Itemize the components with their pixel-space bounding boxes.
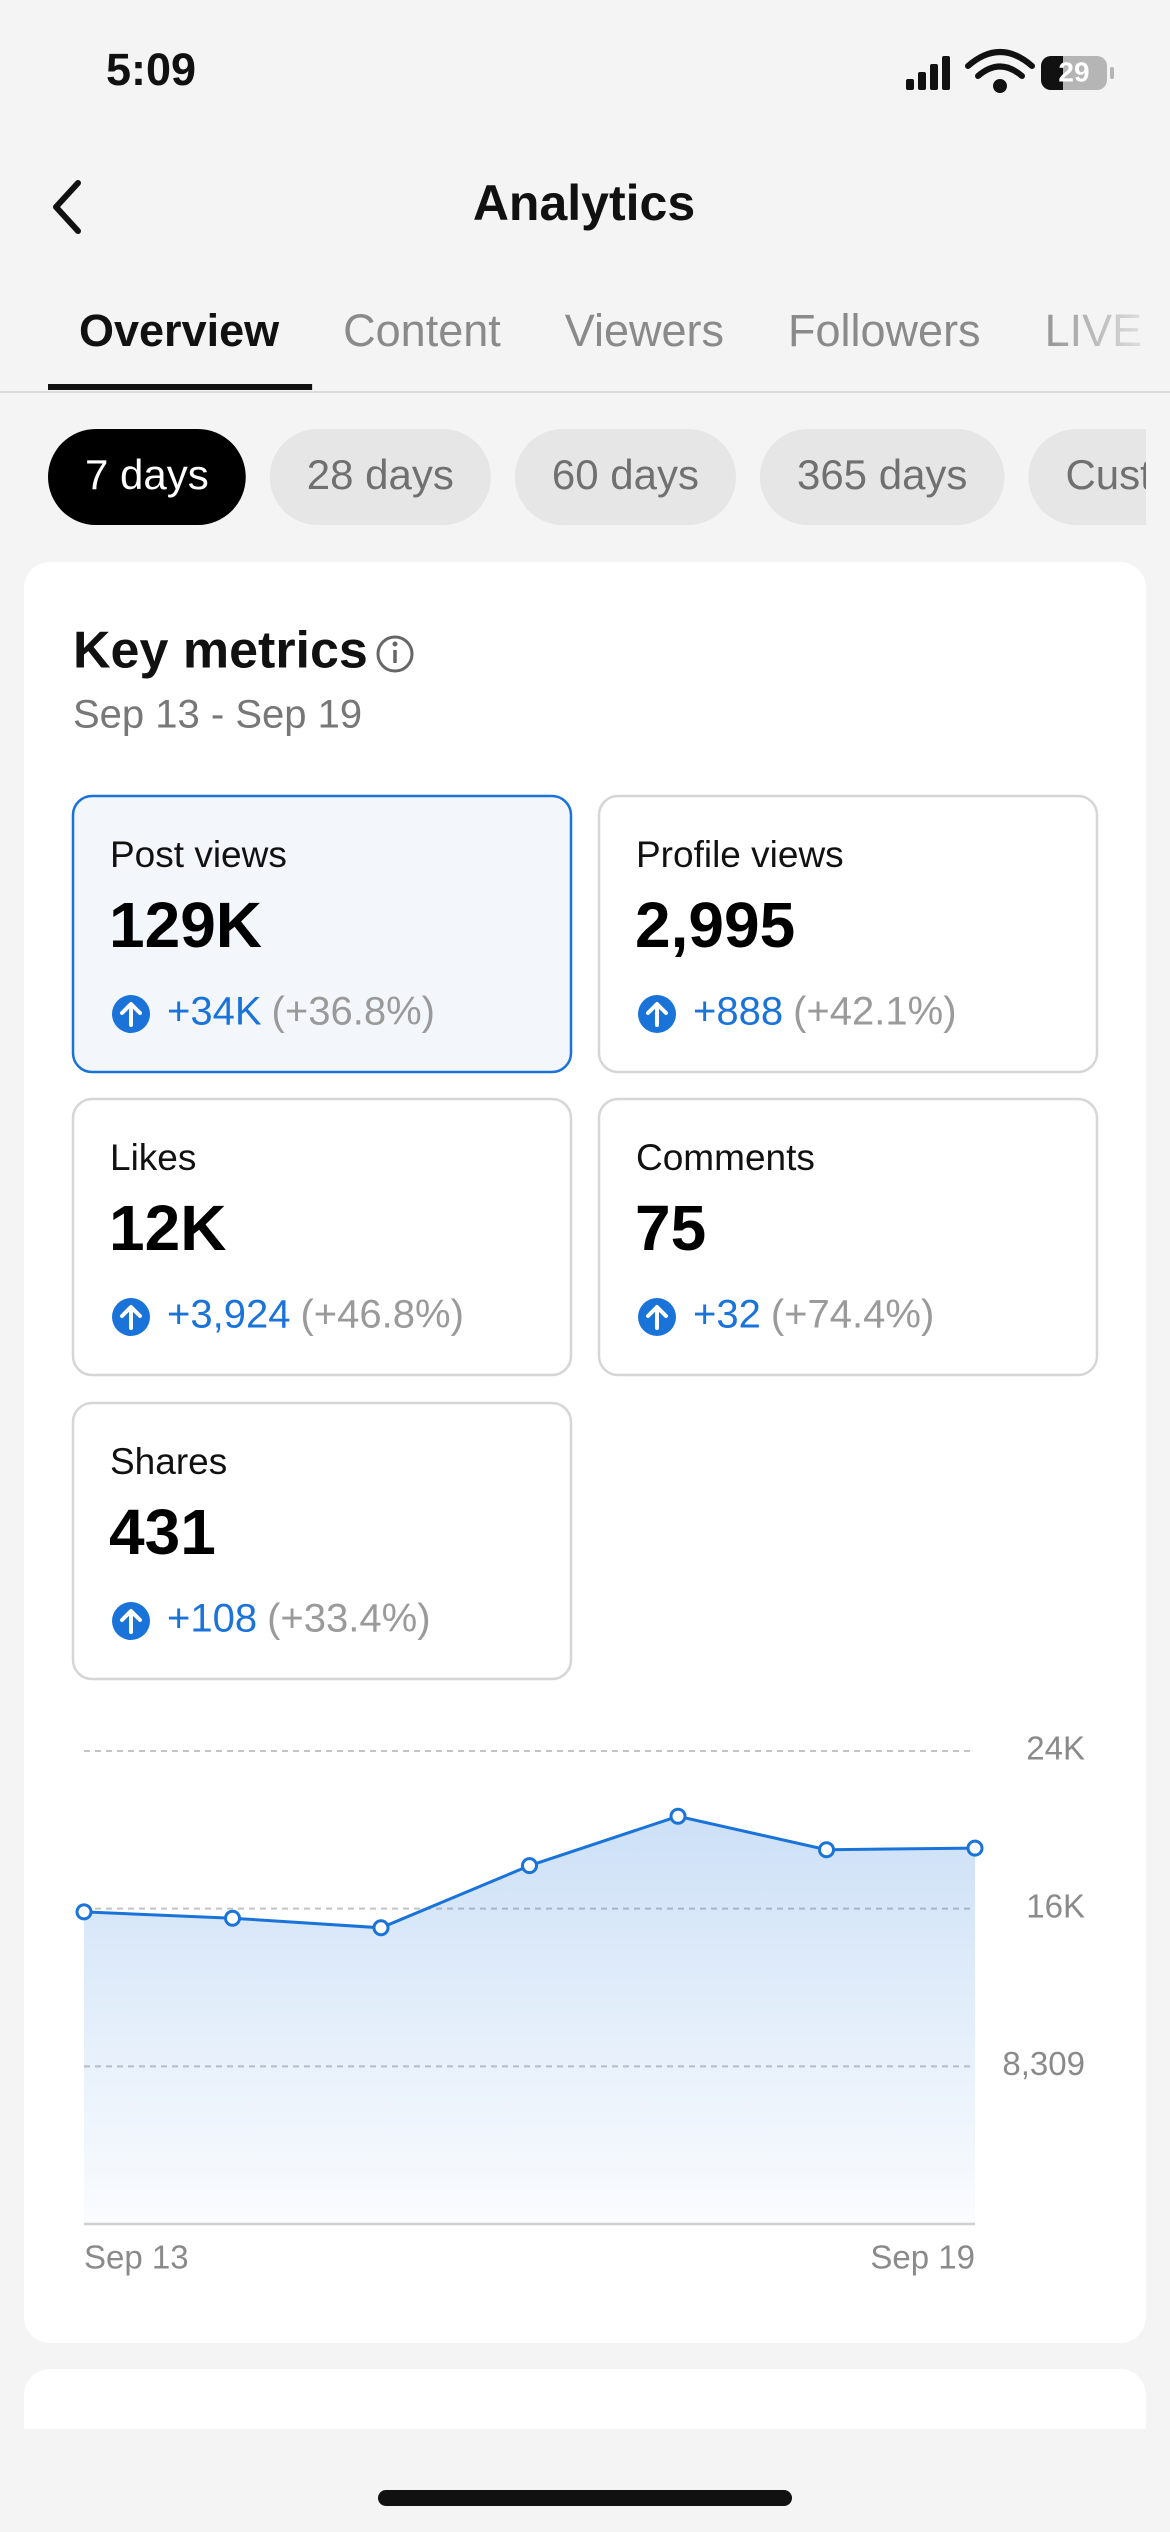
battery-icon: 29 — [1041, 56, 1114, 90]
up-arrow — [120, 1305, 142, 1330]
status-time: 5:09 — [106, 44, 196, 95]
metric-percent: (+42.1%) — [793, 990, 956, 1034]
data-point — [966, 1839, 984, 1857]
back-button[interactable] — [53, 180, 81, 234]
y-tick-label: 24K — [1026, 1730, 1085, 1767]
signal-icon — [906, 56, 950, 90]
tab[interactable]: Viewers — [565, 305, 724, 356]
data-point — [372, 1919, 390, 1937]
metric-tile[interactable]: Comments 75 +32 (+74.4%) — [597, 1097, 1099, 1377]
metric-label: Shares — [110, 1441, 227, 1482]
metric-value: 2,995 — [635, 889, 795, 961]
tile-background — [71, 794, 573, 1074]
y-tick-label: 8,309 — [1002, 2045, 1085, 2082]
up-arrow — [646, 1305, 668, 1330]
metric-label: Profile views — [636, 834, 844, 875]
battery-level: 29 — [1058, 56, 1089, 87]
metric-change: +3,924 — [167, 1293, 290, 1337]
metric-tile[interactable]: Shares 431 +108 (+33.4%) — [71, 1401, 573, 1681]
x-tick-label: Sep 19 — [870, 2239, 975, 2276]
chip-background — [48, 429, 246, 525]
chip-background — [514, 429, 736, 525]
metric-tile[interactable]: Likes 12K +3,924 (+46.8%) — [71, 1097, 573, 1377]
metric-change: +108 — [167, 1597, 257, 1641]
next-card — [24, 2369, 1146, 2429]
metric-value: 431 — [109, 1496, 216, 1568]
tile-background — [71, 1401, 573, 1681]
info-icon[interactable] — [376, 635, 414, 673]
chip-label: 7 days — [85, 451, 209, 498]
period-chip[interactable]: 365 days — [759, 429, 1005, 525]
tile-background — [71, 1097, 573, 1377]
chip-background — [1028, 429, 1146, 525]
card-title: Key metrics — [73, 622, 368, 680]
up-arrow — [120, 1002, 142, 1027]
chip-background — [269, 429, 491, 525]
chip-label: 60 days — [552, 451, 699, 498]
metric-percent: (+74.4%) — [771, 1293, 934, 1337]
data-point — [521, 1857, 538, 1875]
metric-change: +888 — [693, 990, 783, 1034]
home-indicator — [378, 2490, 792, 2506]
page-title: Analytics — [473, 175, 695, 231]
period-chip[interactable]: 7 days — [48, 429, 246, 525]
tile-background — [597, 1097, 1099, 1377]
wifi-icon — [965, 49, 1035, 93]
metric-value: 129K — [109, 889, 262, 961]
period-chip[interactable]: 60 days — [514, 429, 736, 525]
tab[interactable]: Followers — [788, 305, 981, 356]
metric-value: 75 — [635, 1192, 706, 1264]
tile-background — [597, 794, 1099, 1074]
data-point — [669, 1807, 687, 1825]
data-point — [75, 1903, 93, 1921]
tab-underline — [48, 384, 313, 390]
metric-percent: (+33.4%) — [267, 1597, 430, 1641]
chart: 8,309 16K 24K Sep 13 Sep 19 — [75, 1730, 1085, 2276]
metric-label: Comments — [636, 1137, 815, 1178]
data-point — [818, 1841, 835, 1859]
area-fill — [84, 1816, 975, 2224]
metric-change: +32 — [693, 1293, 761, 1337]
tab[interactable]: Content — [343, 305, 501, 356]
tab-fade — [1030, 280, 1170, 380]
y-tick-label: 16K — [1026, 1887, 1085, 1924]
x-tick-label: Sep 13 — [84, 2239, 189, 2276]
period-chip[interactable]: 28 days — [269, 429, 491, 525]
date-range: Sep 13 - Sep 19 — [73, 693, 362, 737]
metric-tile[interactable]: Post views 129K +34K (+36.8%) — [71, 794, 573, 1074]
metric-tile[interactable]: Profile views 2,995 +888 (+42.1%) — [597, 794, 1099, 1074]
metric-change: +34K — [167, 990, 262, 1034]
period-selector: 7 days 28 days 60 days 365 days Custom — [48, 429, 1170, 525]
metric-label: Post views — [110, 834, 287, 875]
chip-label: Custom — [1065, 451, 1170, 498]
data-point — [224, 1909, 241, 1927]
up-arrow — [646, 1002, 668, 1027]
metric-grid: Post views 129K +34K (+36.8%) Profile views 2… — [71, 794, 1099, 1681]
metric-value: 12K — [109, 1192, 226, 1264]
metric-percent: (+46.8%) — [300, 1293, 463, 1337]
chip-label: 28 days — [307, 451, 454, 498]
chip-background — [759, 429, 1005, 525]
metric-label: Likes — [110, 1137, 196, 1178]
period-chip[interactable]: Custom — [1028, 429, 1170, 525]
tab[interactable]: Overview — [79, 305, 280, 356]
up-arrow — [120, 1609, 142, 1634]
chip-label: 365 days — [797, 451, 967, 498]
metric-percent: (+36.8%) — [272, 990, 435, 1034]
